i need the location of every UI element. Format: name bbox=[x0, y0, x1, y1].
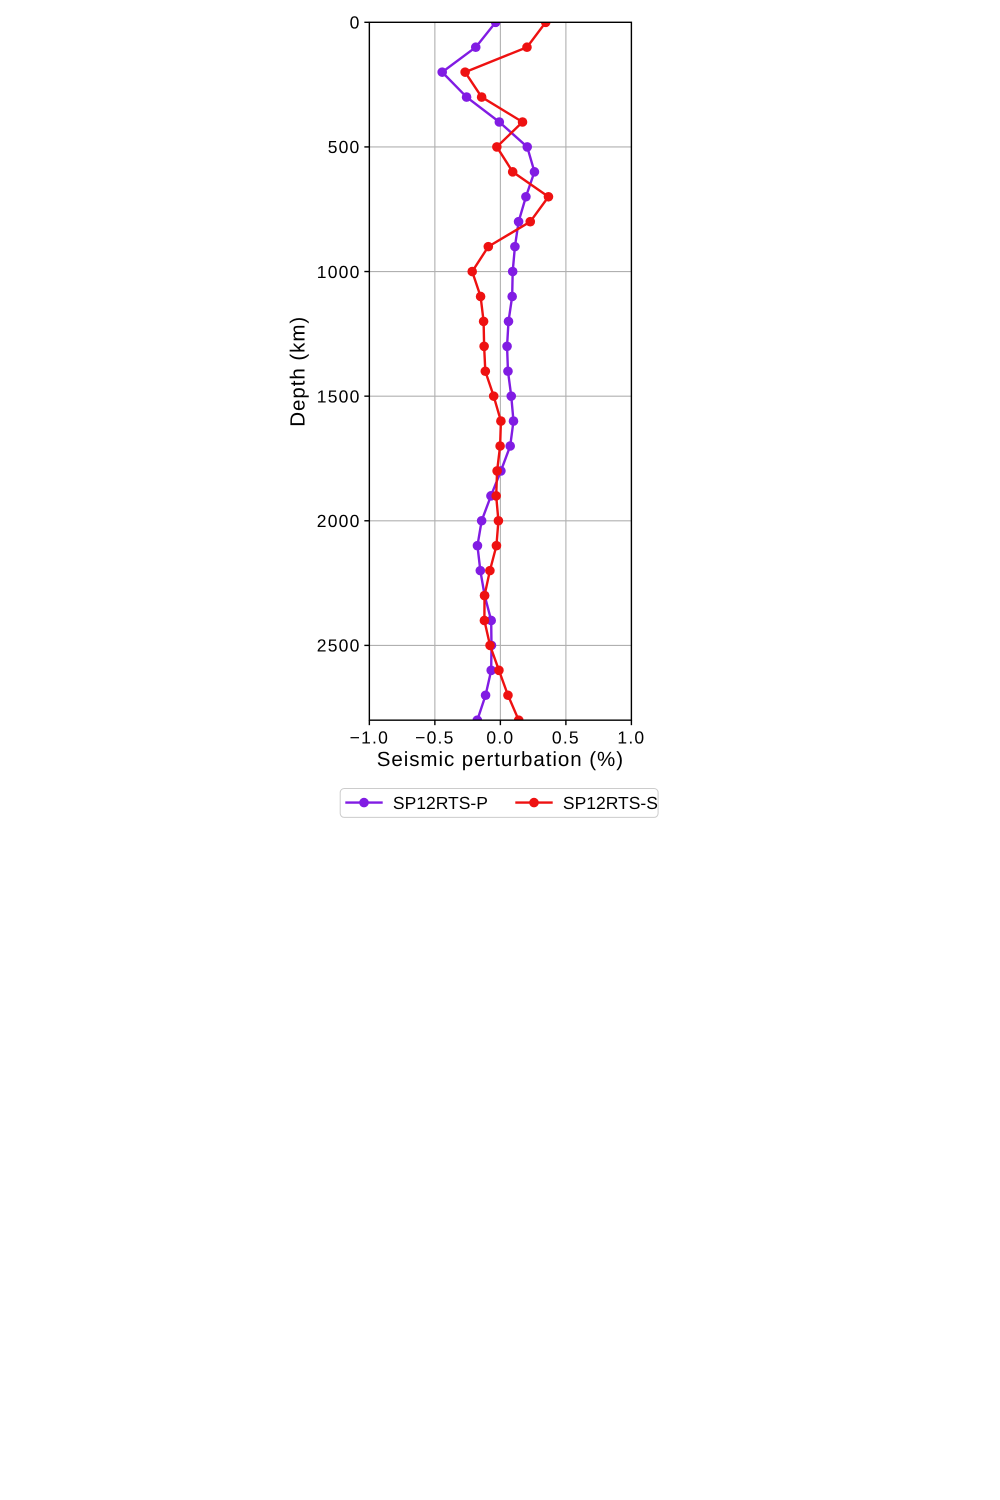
svg-text:0: 0 bbox=[350, 13, 361, 33]
svg-text:−0.5: −0.5 bbox=[415, 728, 454, 748]
svg-text:0.0: 0.0 bbox=[486, 728, 514, 748]
svg-text:SP12RTS-P: SP12RTS-P bbox=[393, 793, 488, 813]
svg-text:SP12RTS-S: SP12RTS-S bbox=[563, 793, 658, 813]
svg-text:1000: 1000 bbox=[317, 262, 361, 282]
svg-text:1.0: 1.0 bbox=[617, 728, 645, 748]
svg-text:2500: 2500 bbox=[317, 636, 361, 656]
svg-text:1500: 1500 bbox=[317, 386, 361, 406]
svg-text:−1.0: −1.0 bbox=[350, 728, 389, 748]
svg-text:0.5: 0.5 bbox=[552, 728, 580, 748]
svg-text:Depth (km): Depth (km) bbox=[286, 316, 309, 427]
svg-text:Seismic perturbation (%): Seismic perturbation (%) bbox=[377, 748, 624, 771]
svg-text:2000: 2000 bbox=[317, 511, 361, 531]
svg-text:500: 500 bbox=[328, 137, 361, 157]
